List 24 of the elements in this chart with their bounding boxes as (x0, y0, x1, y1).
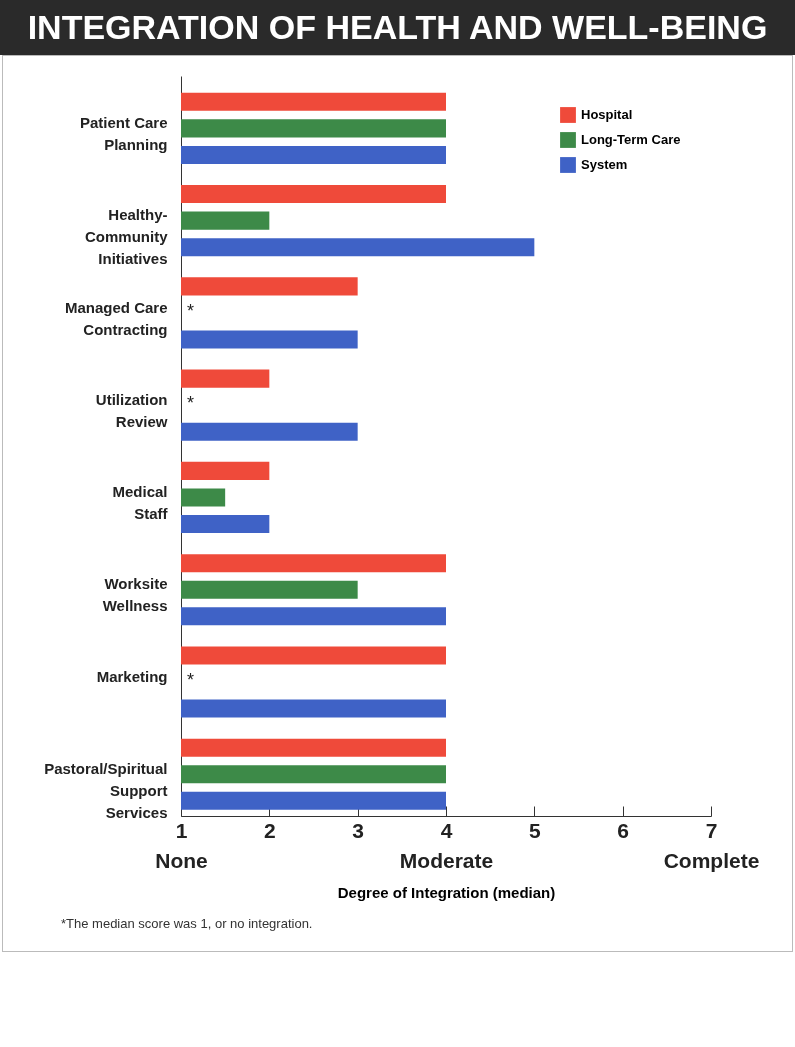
x-tick-label: 3 (352, 818, 365, 842)
x-tick-label: 4 Moderate (399, 818, 494, 872)
y-tick-label: Medical Staff (112, 483, 169, 523)
y-tick-label: Pastoral/Spiritual Support Services (44, 759, 168, 821)
x-tick-label: 2 (263, 818, 276, 842)
x-axis-title: Degree of Integration (median) (337, 883, 556, 901)
legend-label: Long-Term Care (581, 132, 681, 147)
x-tick-label: 6 (617, 818, 630, 842)
text: * (187, 669, 195, 690)
text: * (187, 300, 195, 321)
chart-title: INTEGRATION OF HEALTH AND WELL-BEING (0, 0, 795, 55)
y-tick-label: Utilization Review (95, 390, 168, 430)
y-tick-label: Worksite Wellness (102, 575, 168, 615)
legend-label: Hospital (581, 107, 633, 122)
text: * (187, 392, 195, 413)
y-tick-label: Patient Care Planning (79, 114, 168, 154)
x-tick-label: 1 None (155, 818, 208, 872)
y-tick-label: Healthy-Community Initiatives (85, 206, 169, 268)
legend-label: System (581, 157, 628, 172)
text: *The median score was 1, or no integration. (60, 915, 314, 933)
y-tick-label: Marketing (96, 667, 168, 685)
y-tick-label: Managed Care Contracting (64, 298, 168, 338)
x-tick-label: 5 (528, 818, 541, 842)
x-tick-label: 7 Complete (663, 818, 760, 872)
